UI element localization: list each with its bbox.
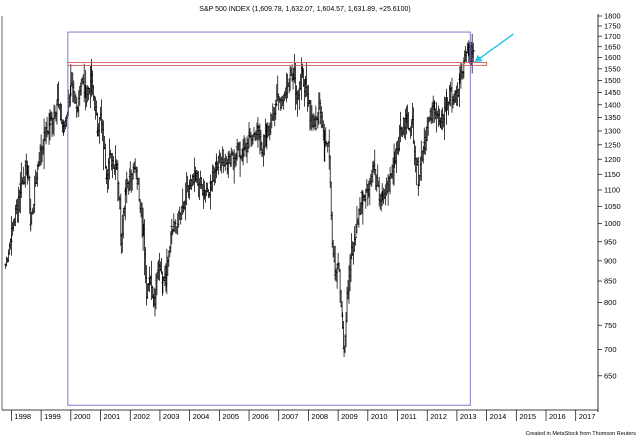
y-tick-label: 850: [604, 277, 617, 286]
x-tick-label: 2002: [133, 412, 150, 421]
resistance-zone: [67, 62, 488, 66]
x-tick-label: 2013: [460, 412, 477, 421]
highlight-box: [67, 31, 471, 406]
x-tick-label: 2017: [579, 412, 596, 421]
y-tick-label: 1700: [604, 32, 621, 41]
y-tick-label: 900: [604, 256, 617, 265]
y-tick-label: 1300: [604, 127, 621, 136]
x-tick-label: 1998: [14, 412, 31, 421]
annotation-arrow-head: [474, 54, 483, 63]
chart-overlays: [67, 31, 514, 406]
y-tick-label: 1500: [604, 76, 621, 85]
x-tick-label: 2014: [490, 412, 507, 421]
x-tick-label: 2010: [371, 412, 388, 421]
y-tick-label: 1800: [604, 12, 621, 21]
chart-title: S&P 500 INDEX (1,609.78, 1,632.07, 1,604…: [199, 6, 410, 13]
x-tick-label: 2000: [74, 412, 91, 421]
y-tick-label: 1150: [604, 170, 620, 179]
y-tick-label: 950: [604, 237, 617, 246]
x-tick-label: 1999: [44, 412, 61, 421]
y-tick-label: 800: [604, 298, 617, 307]
x-tick-label: 2007: [282, 412, 299, 421]
y-tick-label: 1750: [604, 22, 621, 31]
y-tick-label: 750: [604, 321, 617, 330]
y-tick-label: 650: [604, 371, 617, 380]
y-tick-label: 1000: [604, 219, 621, 228]
y-axis: 650 700 750 800 850 900 950 1000 1050 1100 1150 120…: [598, 12, 621, 380]
ohlc-bar: [471, 42, 475, 63]
x-tick-label: 2004: [193, 412, 210, 421]
y-tick-label: 1600: [604, 53, 621, 62]
y-tick-label: 1350: [604, 113, 621, 122]
y-tick-label: 1450: [604, 88, 621, 97]
x-tick-label: 2016: [549, 412, 566, 421]
x-tick-label: 2012: [430, 412, 447, 421]
chart-credit: Created in MetaStock from Thomson Reuter…: [525, 431, 636, 437]
x-tick-label: 2005: [222, 412, 239, 421]
x-tick-label: 2015: [519, 412, 536, 421]
y-tick-label: 1650: [604, 42, 621, 51]
x-tick-label: 2008: [311, 412, 328, 421]
price-bars: [3, 33, 475, 357]
x-tick-label: 2001: [104, 412, 121, 421]
y-tick-label: 700: [604, 345, 617, 354]
y-tick-label: 1550: [604, 64, 621, 73]
y-tick-label: 1200: [604, 155, 621, 164]
x-axis: 1998 1999 2000 2001 2002 2003 2004 2005 2006 2007…: [11, 410, 595, 421]
y-tick-label: 1400: [604, 100, 621, 109]
y-tick-label: 1100: [604, 186, 620, 195]
x-tick-label: 2006: [252, 412, 269, 421]
y-tick-label: 1250: [604, 140, 621, 149]
x-tick-label: 2003: [163, 412, 180, 421]
x-tick-label: 2011: [401, 412, 417, 421]
y-tick-label: 1050: [604, 202, 621, 211]
x-tick-label: 2009: [341, 412, 358, 421]
